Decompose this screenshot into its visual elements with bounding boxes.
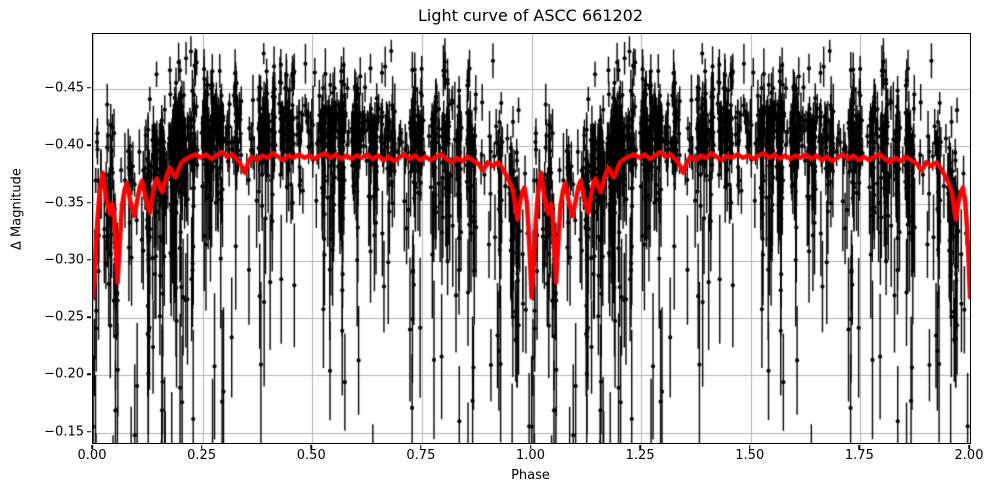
y-tick-label: −0.45 — [44, 80, 84, 96]
y-tick-label: −0.20 — [44, 366, 84, 382]
y-tick-label: −0.35 — [44, 195, 84, 211]
x-tick-label: 2.00 — [954, 448, 984, 463]
plot-canvas — [93, 34, 970, 443]
x-tick-mark — [420, 444, 422, 449]
y-tick-mark — [86, 144, 91, 147]
x-tick-mark — [858, 444, 861, 449]
x-tick-label: 0.50 — [296, 448, 326, 463]
x-tick-label: 1.00 — [516, 448, 545, 463]
x-tick-label: 1.50 — [735, 448, 765, 463]
x-tick-label: 1.75 — [844, 448, 874, 463]
x-tick-label: 1.25 — [625, 448, 655, 463]
x-axis-title: Phase — [511, 468, 550, 483]
y-tick-label: −0.25 — [44, 309, 84, 325]
y-tick-mark — [86, 430, 91, 433]
y-tick-mark — [86, 201, 91, 204]
y-tick-mark — [86, 373, 91, 376]
x-tick-mark — [968, 444, 970, 449]
y-tick-label: −0.15 — [44, 424, 84, 440]
x-tick-mark — [310, 444, 312, 449]
y-tick-mark — [86, 316, 91, 318]
plot-area — [92, 33, 971, 444]
x-tick-mark — [200, 444, 203, 449]
y-tick-mark — [86, 259, 91, 261]
y-tick-label: −0.40 — [44, 137, 84, 153]
x-tick-mark — [639, 444, 641, 449]
chart-title: Light curve of ASCC 661202 — [417, 6, 644, 25]
x-tick-mark — [529, 444, 532, 449]
x-tick-mark — [749, 444, 751, 449]
y-axis-title: Δ Magnitude — [9, 168, 25, 250]
x-tick-label: 0.25 — [187, 448, 217, 463]
x-tick-mark — [91, 444, 93, 449]
y-tick-label: −0.30 — [44, 252, 84, 268]
x-tick-label: 0.75 — [406, 448, 436, 463]
x-tick-label: 0.00 — [77, 448, 107, 463]
y-tick-mark — [86, 87, 91, 89]
